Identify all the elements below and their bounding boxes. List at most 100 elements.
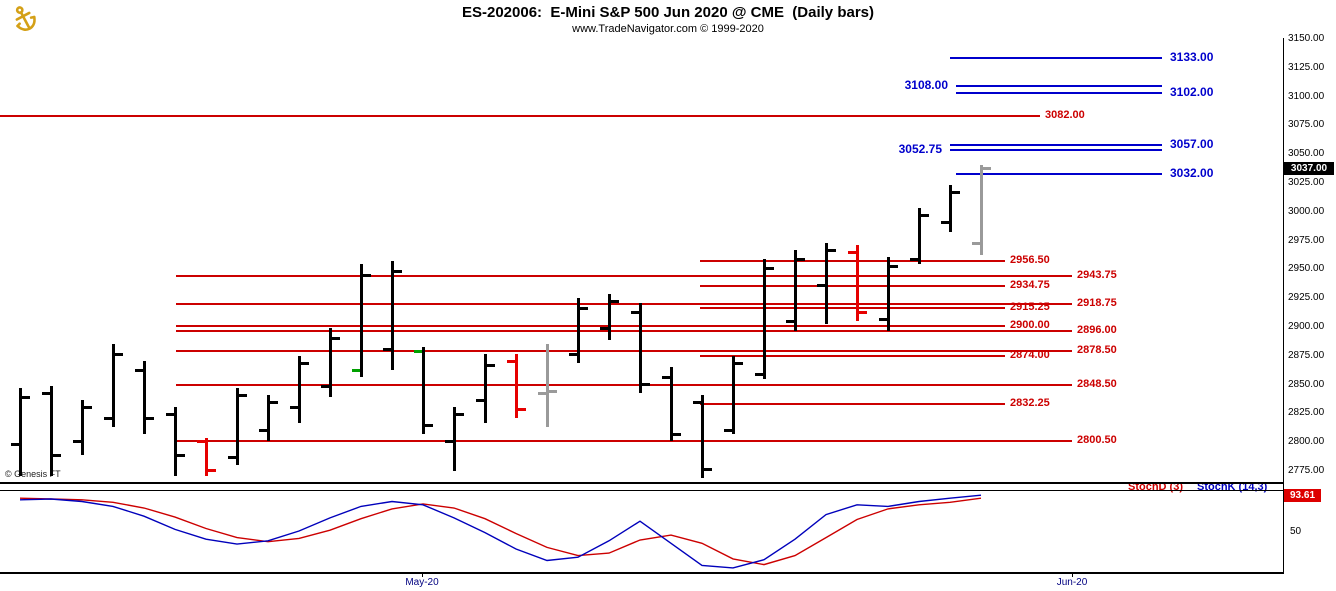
right-axis-border-line (1283, 38, 1284, 574)
ohlc-open-tick (135, 368, 143, 372)
ohlc-bar-stem[interactable] (949, 185, 952, 232)
ohlc-bar-stem[interactable] (50, 385, 53, 476)
support-resistance-line-red[interactable] (176, 329, 1072, 332)
ohlc-bar-stem[interactable] (422, 346, 425, 435)
ohlc-bar-stem[interactable] (825, 243, 828, 324)
ohlc-bar-stem[interactable] (453, 406, 456, 472)
ohlc-bar-stem[interactable] (918, 208, 921, 264)
support-resistance-line-red[interactable] (700, 354, 1005, 357)
projection-line-blue[interactable] (956, 85, 1162, 88)
ohlc-bar-stem[interactable] (887, 256, 890, 331)
x-axis-month-tick (1072, 572, 1073, 577)
ohlc-bar-stem[interactable] (980, 164, 983, 255)
projection-label-blue: 3032.00 (1170, 165, 1214, 180)
ohlc-open-tick (414, 350, 422, 354)
price-axis-tick-label: 3150.00 (1288, 33, 1325, 44)
ohlc-bar-stem[interactable] (81, 399, 84, 455)
ohlc-open-tick (352, 368, 360, 372)
price-axis-tick-label: 2950.00 (1288, 263, 1325, 275)
projection-line-blue[interactable] (950, 149, 1162, 152)
ohlc-open-tick (941, 221, 949, 225)
ohlc-open-tick (848, 251, 856, 255)
ohlc-open-tick (910, 258, 918, 262)
ohlc-bar-stem[interactable] (484, 353, 487, 423)
genesis-anchor-logo-icon (15, 6, 36, 31)
ohlc-bar-stem[interactable] (794, 249, 797, 331)
price-axis-tick-label: 2975.00 (1288, 234, 1325, 246)
ohlc-bar-stem[interactable] (639, 302, 642, 393)
ohlc-bar-stem[interactable] (298, 355, 301, 423)
stoch-mid-tick-label: 50 (1290, 526, 1302, 537)
support-resistance-line-red[interactable] (176, 303, 1072, 306)
support-resistance-line-red[interactable] (176, 349, 1072, 352)
support-resistance-label-red: 2896.00 (1077, 323, 1117, 336)
ohlc-bar-stem[interactable] (546, 344, 549, 428)
price-stoch-divider-line (0, 482, 1283, 484)
ohlc-close-tick (518, 407, 526, 411)
ohlc-bar-stem[interactable] (112, 344, 115, 428)
support-resistance-line-red[interactable] (700, 403, 1005, 406)
genesis-watermark: © Genesis FT (5, 469, 61, 479)
ohlc-bar-stem[interactable] (856, 245, 859, 322)
projection-line-blue[interactable] (956, 92, 1162, 95)
x-axis-month-tick (422, 572, 423, 577)
ohlc-bar-stem[interactable] (701, 395, 704, 479)
ohlc-bar-stem[interactable] (174, 406, 177, 476)
projection-line-blue[interactable] (950, 144, 1162, 147)
support-resistance-line-red[interactable] (176, 439, 1072, 442)
ohlc-bar-stem[interactable] (763, 259, 766, 379)
support-resistance-label-red: 2943.75 (1077, 268, 1117, 281)
price-axis-tick-label: 2775.00 (1288, 465, 1325, 476)
projection-label-blue: 3102.00 (1170, 85, 1214, 100)
ohlc-bar-stem[interactable] (236, 388, 239, 466)
ohlc-close-tick (735, 361, 743, 365)
ohlc-bar-stem[interactable] (329, 328, 332, 398)
projection-label-blue: 3133.00 (1170, 49, 1214, 64)
support-resistance-label-red: 2934.75 (1010, 278, 1050, 291)
ohlc-open-tick (817, 283, 825, 287)
support-resistance-label-red: 2800.50 (1077, 433, 1117, 446)
ohlc-bar-stem[interactable] (577, 298, 580, 363)
ohlc-open-tick (290, 405, 298, 409)
ohlc-close-tick (208, 469, 216, 472)
ohlc-bar-stem[interactable] (608, 293, 611, 340)
ohlc-bar-stem[interactable] (670, 367, 673, 442)
support-resistance-label-red: 2918.75 (1077, 297, 1117, 310)
ohlc-open-tick (197, 440, 205, 444)
ohlc-close-tick (952, 191, 960, 195)
ohlc-bar-stem[interactable] (391, 261, 394, 370)
ohlc-open-tick (755, 373, 763, 377)
support-resistance-line-red[interactable] (176, 325, 1005, 327)
stoch-d-line (19, 497, 982, 566)
ohlc-open-tick (569, 352, 577, 356)
projection-line-blue[interactable] (956, 172, 1162, 175)
price-axis-tick-label: 3100.00 (1288, 90, 1325, 102)
ohlc-bar-stem[interactable] (143, 360, 146, 435)
ohlc-bar-stem[interactable] (732, 355, 735, 435)
support-resistance-line-red[interactable] (176, 274, 1072, 277)
support-resistance-line-red[interactable] (700, 284, 1005, 287)
ohlc-close-tick (859, 311, 867, 315)
ohlc-bar-stem[interactable] (205, 437, 208, 476)
ohlc-close-tick (766, 267, 774, 271)
ohlc-open-tick (73, 440, 81, 444)
ohlc-bar-stem[interactable] (19, 388, 22, 476)
ohlc-close-tick (983, 167, 991, 171)
price-axis-tick-label: 3075.00 (1288, 119, 1325, 131)
ohlc-bar-stem[interactable] (515, 353, 518, 419)
ohlc-bar-stem[interactable] (360, 263, 363, 377)
support-resistance-line-red[interactable] (700, 259, 1005, 262)
projection-line-blue[interactable] (950, 56, 1162, 59)
ohlc-open-tick (538, 391, 546, 395)
ohlc-open-tick (786, 320, 794, 324)
ohlc-open-tick (259, 428, 267, 432)
support-resistance-line-red[interactable] (0, 115, 1040, 118)
ohlc-bar-stem[interactable] (267, 395, 270, 442)
ohlc-open-tick (693, 401, 701, 405)
ohlc-close-tick (146, 417, 154, 421)
support-resistance-line-red[interactable] (700, 307, 1005, 310)
ohlc-open-tick (507, 359, 515, 363)
support-resistance-line-red[interactable] (176, 384, 1072, 387)
